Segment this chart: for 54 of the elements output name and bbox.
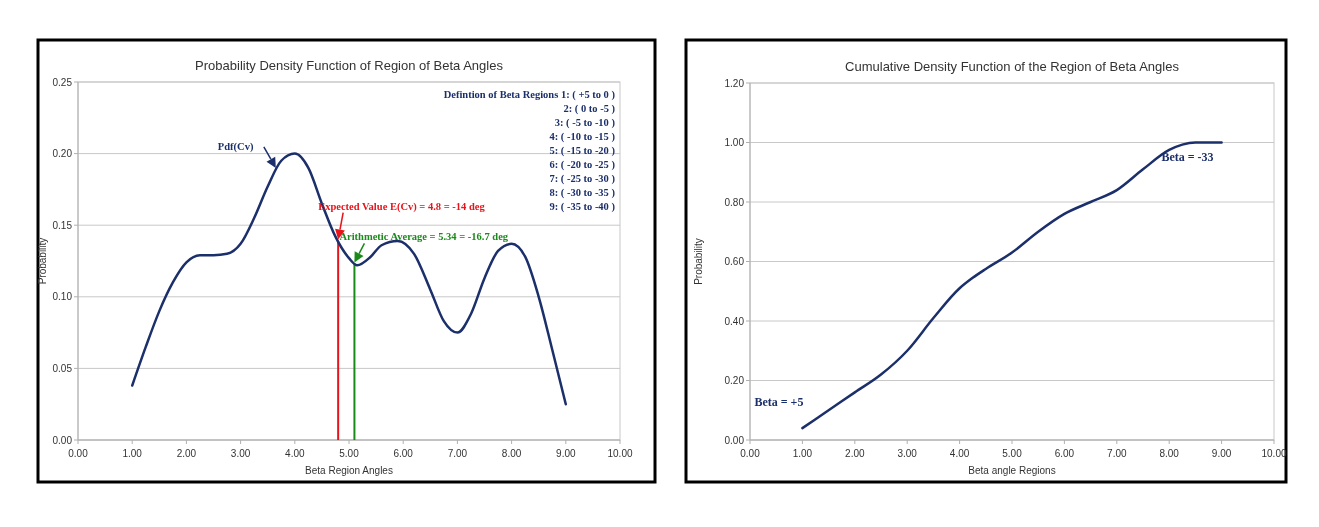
y-tick-label: 0.20 [52, 148, 73, 160]
x-tick-label: 2.00 [845, 448, 865, 459]
x-tick-label: 7.00 [447, 448, 468, 459]
y-tick-label: 0.00 [52, 434, 73, 446]
y-axis-title: Probability [693, 238, 704, 285]
x-tick-label: 8.00 [1159, 448, 1180, 459]
x-tick-label: 6.00 [1054, 448, 1075, 459]
x-tick-label: 0.00 [740, 448, 761, 459]
x-tick-label: 1.00 [792, 448, 813, 459]
annotation: 9: ( -35 to -40 ) [549, 201, 616, 213]
x-tick-label: 3.00 [897, 448, 918, 459]
annotation: Beta = -33 [1161, 149, 1214, 164]
annotation: Arithmetic Average = 5.34 = -16.7 deg [339, 231, 509, 243]
annotation: 3: ( -5 to -10 ) [554, 117, 616, 129]
x-tick-label: 0.00 [68, 448, 89, 459]
annotation: Defintion of Beta Regions 1: ( +5 to 0 ) [443, 89, 616, 101]
annotation: Beta = +5 [754, 395, 804, 410]
chart-title: Probability Density Function of Region of Beta Angles [195, 58, 504, 73]
y-tick-label: 0.00 [724, 434, 745, 446]
x-tick-label: 4.00 [285, 448, 305, 459]
line-series [801, 141, 1223, 430]
annotation: 2: ( 0 to -5 ) [563, 103, 616, 115]
x-tick-label: 8.00 [501, 448, 522, 459]
x-tick-label: 5.00 [339, 448, 360, 459]
x-tick-label: 3.00 [230, 448, 251, 459]
y-axis-title: Probability [37, 237, 48, 285]
annotation: Pdf(Cv) [217, 140, 254, 153]
x-tick-label: 9.00 [1211, 448, 1232, 459]
y-tick-label: 0.15 [52, 219, 73, 231]
annotation: 4: ( -10 to -15 ) [549, 131, 616, 143]
x-tick-label: 1.00 [122, 448, 143, 459]
y-tick-label: 0.10 [52, 291, 73, 303]
annotation: 6: ( -20 to -25 ) [549, 159, 616, 171]
x-tick-label: 6.00 [393, 448, 414, 459]
y-tick-label: 0.40 [724, 315, 745, 327]
annotation: 8: ( -30 to -35 ) [549, 187, 616, 199]
y-tick-label: 0.80 [724, 196, 745, 208]
x-tick-label: 9.00 [556, 448, 576, 459]
x-tick-label: 7.00 [1107, 448, 1127, 459]
y-tick-label: 0.20 [724, 375, 745, 386]
x-axis-title: Beta angle Regions [968, 465, 1056, 476]
y-tick-label: 0.05 [52, 362, 73, 374]
y-tick-label: 0.25 [52, 76, 73, 88]
y-tick-label: 0.60 [724, 256, 745, 267]
x-tick-label: 2.00 [176, 448, 197, 459]
x-tick-label: 4.00 [949, 448, 970, 459]
chart-title: Cumulative Density Function of the Region of Beta Angles [845, 59, 1180, 74]
x-tick-label: 10.00 [607, 448, 633, 459]
y-tick-label: 1.20 [724, 77, 745, 89]
annotation: 7: ( -25 to -30 ) [549, 173, 616, 185]
x-tick-label: 5.00 [1002, 448, 1023, 459]
annotation: 5: ( -15 to -20 ) [549, 145, 616, 157]
y-tick-label: 1.00 [724, 137, 745, 148]
x-axis-title: Beta Region Angles [305, 465, 393, 476]
